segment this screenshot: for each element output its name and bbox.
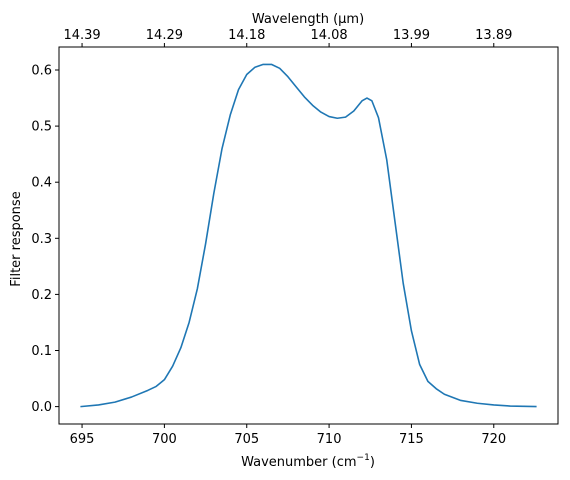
top-tick-label: 13.99 xyxy=(393,28,430,43)
x-axis-label-superscript: −1 xyxy=(357,453,370,463)
y-tick-label: 0.5 xyxy=(31,120,52,135)
top-tick-label: 13.89 xyxy=(475,28,512,43)
x-axis: 695 700 705 710 715 720 xyxy=(70,424,506,447)
y-axis-label: Filter response xyxy=(9,191,24,286)
x-tick-label: 710 xyxy=(317,432,342,447)
x-axis-label: Wavenumber (cm−1) xyxy=(241,453,375,470)
plot-area xyxy=(58,46,559,425)
top-tick-label: 14.08 xyxy=(310,28,347,43)
top-tick-label: 14.18 xyxy=(228,28,265,43)
y-tick-label: 0.2 xyxy=(31,288,52,303)
y-tick-label: 0.0 xyxy=(31,400,52,415)
y-axis: 0.0 0.1 0.2 0.3 0.4 0.5 0.6 xyxy=(31,64,59,415)
x-axis-label-main: Wavenumber (cm xyxy=(241,455,356,470)
plot-frame xyxy=(58,46,559,425)
y-tick-label: 0.3 xyxy=(31,232,52,247)
top-tick-label: 14.39 xyxy=(63,28,100,43)
top-tick-label: 14.29 xyxy=(146,28,183,43)
top-axis-label: Wavelength (μm) xyxy=(252,12,364,27)
x-tick-label: 715 xyxy=(399,432,424,447)
x-tick-label: 720 xyxy=(481,432,506,447)
y-tick-label: 0.6 xyxy=(31,64,52,79)
y-tick-label: 0.4 xyxy=(31,176,52,191)
y-tick-label: 0.1 xyxy=(31,344,52,359)
top-axis: 14.39 14.29 14.18 14.08 13.99 13.89 xyxy=(63,28,512,47)
x-tick-label: 695 xyxy=(70,432,95,447)
x-tick-label: 705 xyxy=(234,432,259,447)
series-line-0 xyxy=(80,63,537,408)
x-axis-label-suffix: ) xyxy=(370,455,375,470)
x-tick-label: 700 xyxy=(152,432,177,447)
